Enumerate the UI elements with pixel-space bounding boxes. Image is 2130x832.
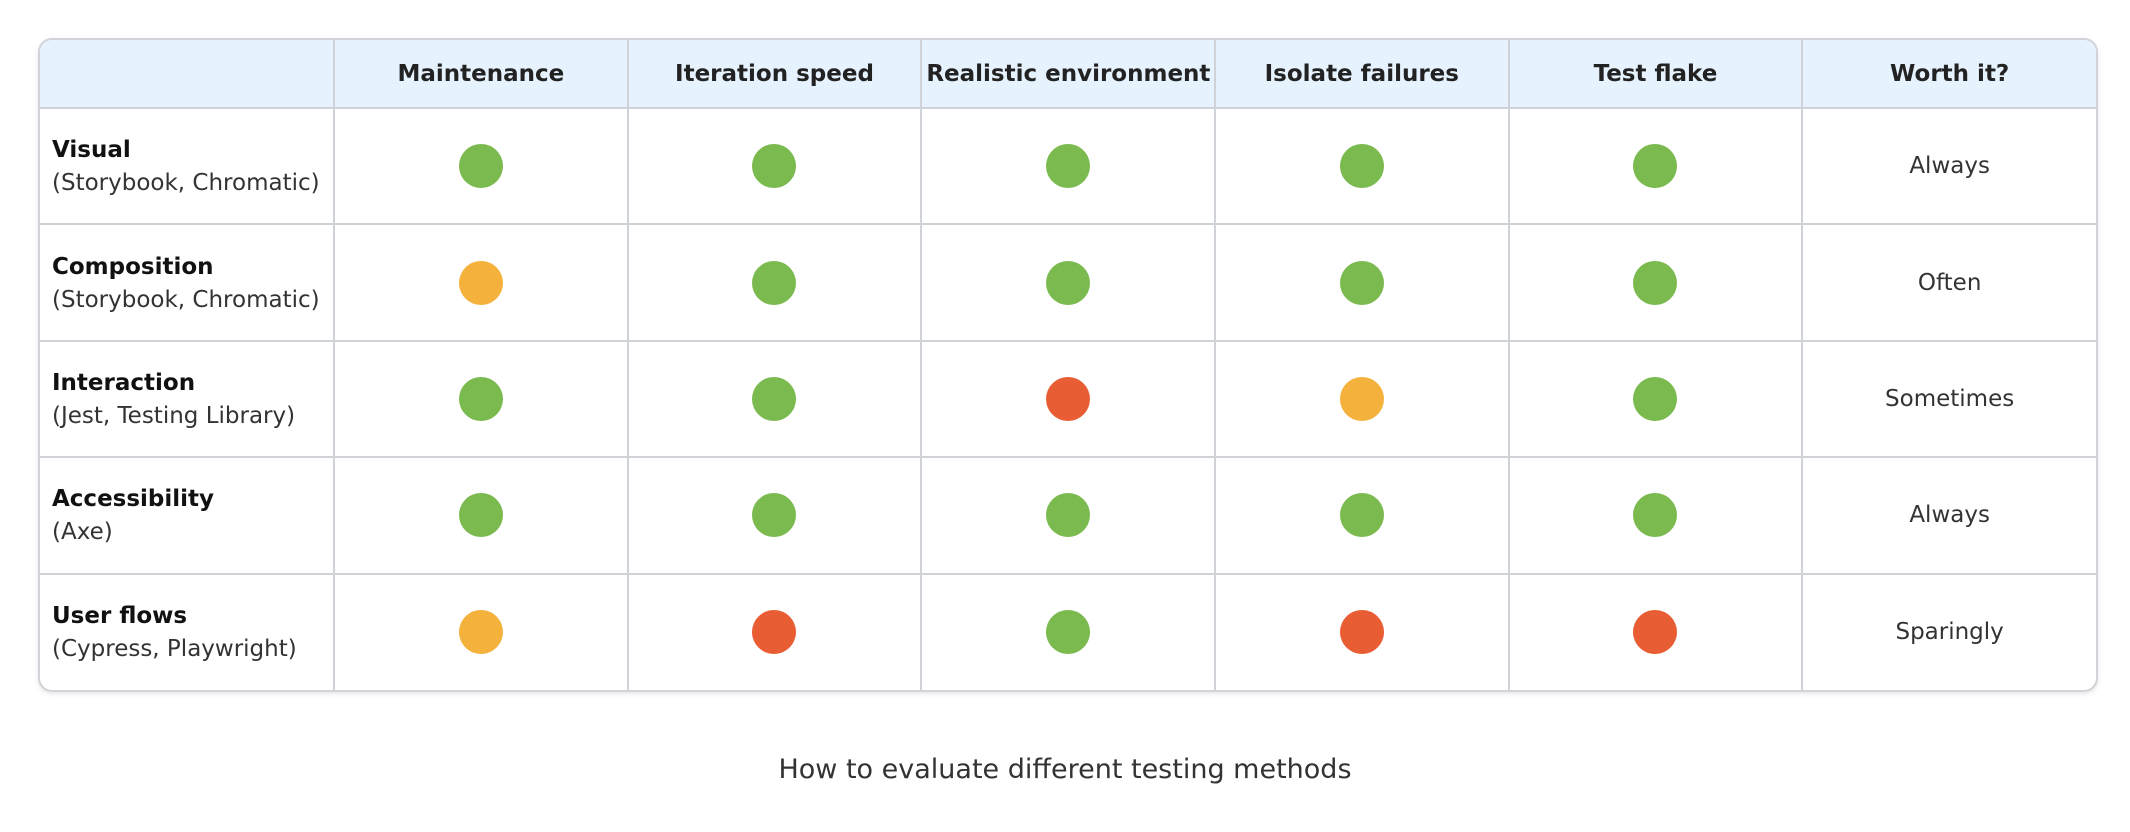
rating-dot-good: [458, 493, 503, 538]
rating-cell: [333, 572, 629, 690]
method-name: Composition: [52, 253, 214, 280]
rating-dot-good: [752, 260, 797, 305]
rating-dot-good: [1633, 144, 1678, 189]
method-name: Accessibility: [52, 486, 215, 513]
rating-dot-good: [752, 144, 797, 189]
rating-cell: [1507, 223, 1804, 342]
rating-dot-good: [1046, 493, 1091, 538]
table-row: Composition (Storybook, Chromatic) Often: [40, 223, 2096, 342]
table-row: Accessibility (Axe) Always: [40, 456, 2096, 575]
rating-cell: [920, 456, 1216, 575]
row-label-cell: User flows (Cypress, Playwright): [40, 572, 335, 690]
rating-cell: [626, 456, 923, 575]
rating-dot-fair: [1339, 376, 1384, 421]
rating-dot-good: [458, 376, 503, 421]
rating-cell: [1507, 106, 1804, 226]
rating-dot-good: [1633, 376, 1678, 421]
table-row: Visual (Storybook, Chromatic) Always: [40, 106, 2096, 226]
table-row: User flows (Cypress, Playwright) Sparing…: [40, 572, 2096, 690]
column-header-isolate-failures: Isolate failures: [1213, 40, 1510, 109]
rating-cell: [333, 456, 629, 575]
table-caption: How to evaluate different testing method…: [778, 754, 1352, 785]
column-header-maintenance: Maintenance: [333, 40, 629, 109]
method-tools: (Axe): [52, 519, 113, 546]
rating-dot-good: [1046, 610, 1091, 655]
rating-cell: [1507, 572, 1804, 690]
rating-cell: [1213, 572, 1510, 690]
comparison-table-container: Maintenance Iteration speed Realistic en…: [38, 38, 2098, 692]
rating-dot-poor: [1633, 610, 1678, 655]
column-header-realistic-environment: Realistic environment: [920, 40, 1216, 109]
method-tools: (Storybook, Chromatic): [52, 286, 320, 313]
corner-cell: [40, 40, 335, 109]
column-header-iteration-speed: Iteration speed: [626, 40, 923, 109]
rating-cell: [1213, 106, 1510, 226]
rating-dot-poor: [752, 610, 797, 655]
worth-it-value: Always: [1801, 456, 2096, 575]
method-name: Visual: [52, 137, 131, 164]
testing-methods-table: Maintenance Iteration speed Realistic en…: [40, 40, 2096, 690]
rating-dot-poor: [1339, 610, 1384, 655]
rating-dot-good: [1633, 493, 1678, 538]
rating-dot-good: [1046, 144, 1091, 189]
worth-it-value: Often: [1801, 223, 2096, 342]
worth-it-value: Sparingly: [1801, 572, 2096, 690]
rating-cell: [333, 339, 629, 459]
rating-cell: [1507, 339, 1804, 459]
rating-cell: [626, 223, 923, 342]
rating-dot-good: [1633, 260, 1678, 305]
rating-cell: [1507, 456, 1804, 575]
rating-dot-poor: [1046, 376, 1091, 421]
rating-dot-good: [752, 493, 797, 538]
row-label-cell: Composition (Storybook, Chromatic): [40, 223, 335, 342]
rating-dot-good: [458, 144, 503, 189]
worth-it-value: Sometimes: [1801, 339, 2096, 459]
method-name: User flows: [52, 603, 188, 630]
worth-it-value: Always: [1801, 106, 2096, 226]
rating-cell: [1213, 223, 1510, 342]
method-tools: (Cypress, Playwright): [52, 636, 297, 663]
table-row: Interaction (Jest, Testing Library) Some…: [40, 339, 2096, 459]
rating-cell: [333, 223, 629, 342]
row-label-cell: Visual (Storybook, Chromatic): [40, 106, 335, 226]
rating-cell: [333, 106, 629, 226]
rating-cell: [1213, 339, 1510, 459]
rating-dot-fair: [458, 610, 503, 655]
method-name: Interaction: [52, 369, 196, 396]
row-label-cell: Accessibility (Axe): [40, 456, 335, 575]
column-header-worth-it: Worth it?: [1801, 40, 2096, 109]
rating-cell: [920, 339, 1216, 459]
rating-dot-good: [1339, 144, 1384, 189]
rating-dot-good: [1339, 493, 1384, 538]
rating-cell: [920, 106, 1216, 226]
row-label-cell: Interaction (Jest, Testing Library): [40, 339, 335, 459]
rating-cell: [626, 339, 923, 459]
rating-dot-good: [752, 376, 797, 421]
rating-cell: [626, 106, 923, 226]
method-tools: (Storybook, Chromatic): [52, 170, 320, 197]
table-header-row: Maintenance Iteration speed Realistic en…: [40, 40, 2096, 109]
rating-cell: [920, 572, 1216, 690]
rating-cell: [1213, 456, 1510, 575]
rating-dot-fair: [458, 260, 503, 305]
rating-cell: [920, 223, 1216, 342]
rating-dot-good: [1339, 260, 1384, 305]
rating-cell: [626, 572, 923, 690]
rating-dot-good: [1046, 260, 1091, 305]
column-header-test-flake: Test flake: [1507, 40, 1804, 109]
method-tools: (Jest, Testing Library): [52, 402, 296, 429]
